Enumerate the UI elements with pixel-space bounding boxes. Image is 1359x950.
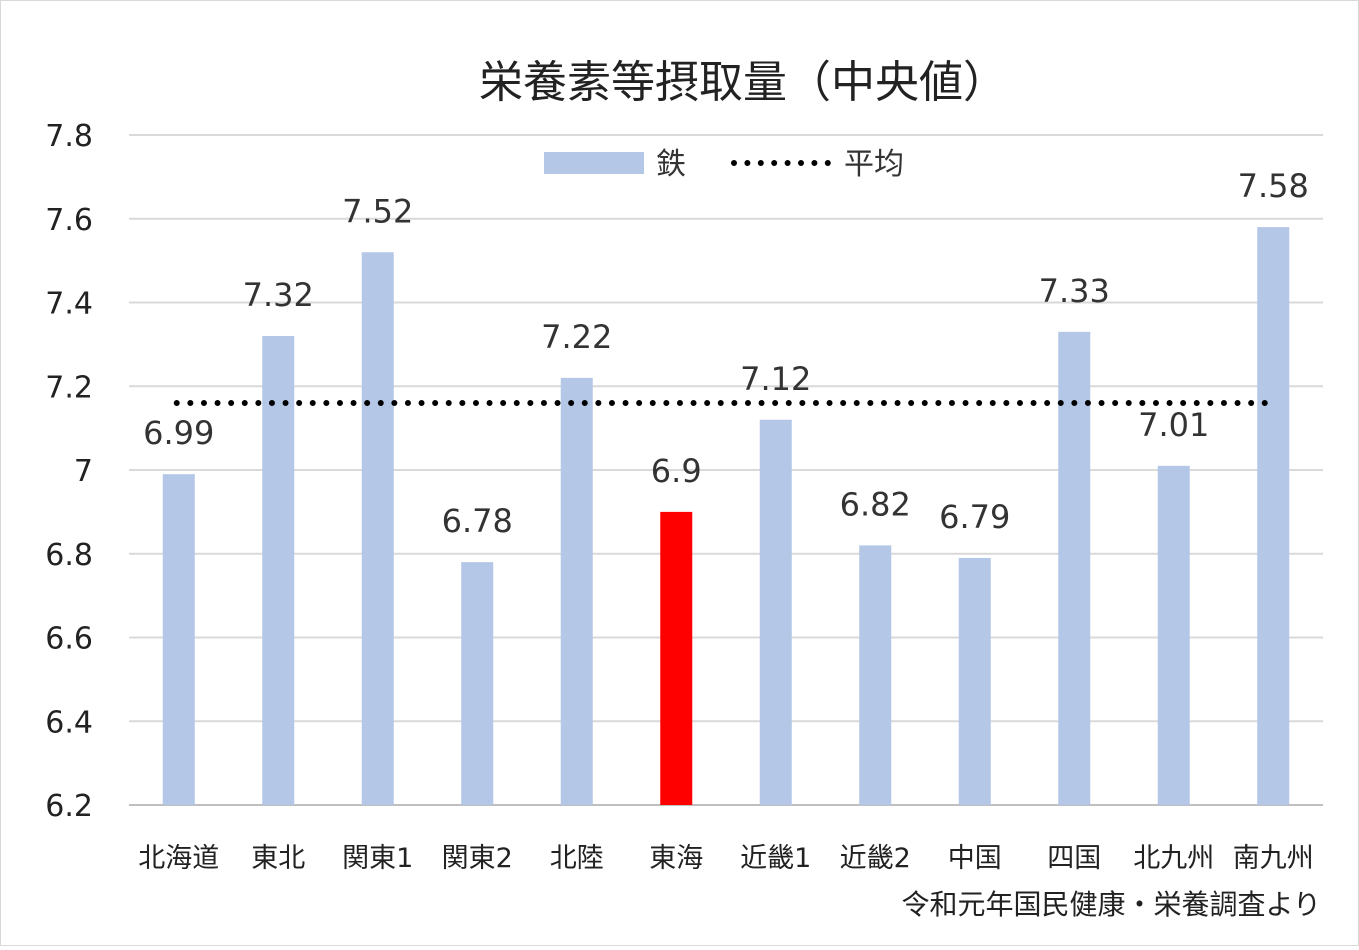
legend: 鉄 平均 [544,147,904,182]
bar-近畿2 [859,545,892,805]
bar-北陸 [560,377,593,805]
x-tick-label: 近畿1 [740,843,811,874]
y-tick-label: 7.8 [45,119,93,154]
source-note: 令和元年国民健康・栄養調査より [902,888,1321,921]
y-tick-label: 6.6 [45,622,93,657]
legend-label-iron: 鉄 [656,147,686,182]
x-tick-label: 東北 [251,843,305,874]
bar-関東1 [361,252,394,805]
x-tick-label: 関東1 [342,843,413,874]
x-tick-label: 中国 [948,843,1002,874]
data-label: 7.32 [243,276,314,314]
y-tick-label: 7.2 [45,370,93,405]
data-label: 7.33 [1039,272,1110,310]
data-label: 6.82 [840,485,911,523]
bar-中国 [958,557,991,805]
chart-title: 栄養素等摂取量（中央値） [479,57,1007,108]
data-label: 6.78 [442,502,513,540]
bar-北海道 [162,474,195,805]
y-axis: 6.2 6.4 6.6 6.8 7 7.2 7.4 7.6 7.8 [45,119,93,824]
data-label: 6.99 [143,414,214,452]
bar-東北 [262,336,295,805]
legend-swatch-iron [544,152,644,174]
y-tick-label: 6.8 [45,538,93,573]
gridlines [129,134,1323,806]
data-label: 7.52 [342,192,413,230]
y-tick-label: 6.4 [45,705,93,740]
data-labels: 6.99 7.32 7.52 6.78 7.22 6.9 7.12 6.82 6.79 7.33 7… [143,167,1309,540]
data-label: 6.79 [939,498,1010,536]
bars [162,227,1290,805]
bar-関東2 [461,562,494,805]
x-tick-label: 北海道 [138,843,219,874]
bar-南九州 [1257,227,1290,805]
bar-東海 [660,511,693,805]
bar-四国 [1058,331,1091,805]
x-tick-label: 南九州 [1233,843,1314,874]
x-tick-label: 四国 [1047,843,1101,874]
y-tick-label: 7 [74,454,93,489]
data-label: 7.58 [1238,167,1309,205]
y-tick-label: 6.2 [45,789,93,824]
bar-北九州 [1157,465,1190,805]
data-label: 6.9 [651,452,702,490]
x-tick-label: 北九州 [1133,843,1214,874]
x-tick-label: 東海 [649,843,703,874]
y-tick-label: 7.4 [45,287,93,322]
x-tick-label: 近畿2 [840,843,911,874]
bar-近畿1 [759,419,792,805]
x-tick-label: 関東2 [442,843,513,874]
legend-label-average: 平均 [844,147,904,182]
data-label: 7.12 [740,360,811,398]
x-tick-label: 北陸 [550,843,604,874]
data-label: 7.22 [541,318,612,356]
data-label: 7.01 [1138,406,1209,444]
x-axis: 北海道 東北 関東1 関東2 北陸 東海 近畿1 近畿2 中国 四国 北九州 南九州 [138,843,1314,874]
y-tick-label: 7.6 [45,203,93,238]
